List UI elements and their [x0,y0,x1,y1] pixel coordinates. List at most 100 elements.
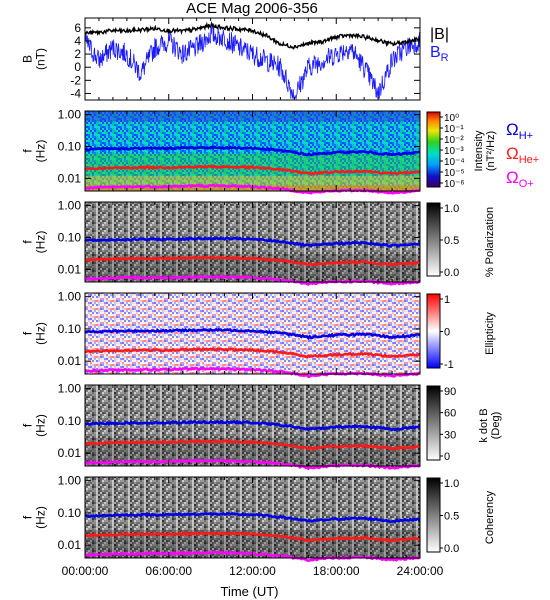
colorbar-title-line: Intensity [473,130,485,171]
colorbar-tick-label: 10⁻⁵ [444,168,465,179]
he-gyrofrequency-line [84,255,421,268]
h-gyrofrequency-line [84,419,421,432]
chart-title: ACE Mag 2006-356 [186,0,318,17]
polarization-panel-colorbar-title: % Polarization [484,207,496,277]
colorbar-tick-label: 90 [444,386,456,398]
legend-omega-h: ΩH+ [506,120,533,142]
freq-tick-label: 0.01 [58,354,82,368]
freq-tick-label: 0.10 [58,322,82,336]
br-series-line [84,25,421,100]
freq-tick-label: 0.10 [58,414,82,428]
h-gyrofrequency-line [84,511,421,524]
btotal-series-line [84,20,421,50]
colorbar-title-line: (Deg) [490,412,502,440]
b-tick-label: 2 [74,47,81,61]
y-axis-label: f (Hz) [21,231,48,254]
time-tick-label: 00:00:00 [62,564,109,578]
colorbar-tick-label: 60 [444,408,456,420]
x-axis-title: Time (UT) [220,584,278,599]
h-gyrofrequency-line [84,145,421,157]
freq-tick-label: 1.00 [58,474,82,488]
legend-omega-subscript: O+ [519,178,534,190]
colorbar-tick-label: 30 [444,429,456,441]
colorbar-title-line: % Polarization [484,207,496,277]
colorbar-tick-label: 10⁻¹ [444,124,464,135]
colorbar-tick-label: 10⁻⁶ [444,179,465,190]
colorbar-tick-label: 0 [444,451,450,463]
ellipticity-panel-colorbar [426,293,441,369]
y-axis-label-line: B [21,55,35,63]
freq-tick-label: 0.10 [58,139,82,153]
freq-tick-label: 0.10 [58,506,82,520]
y-axis-label-line: (Hz) [34,506,48,529]
b-tick-label: 6 [74,21,81,35]
coherency-panel-colorbar-title: Coherency [484,490,496,544]
colorbar-tick-label: 1 [444,294,450,306]
colorbar-title-line: Coherency [484,490,496,544]
y-axis-label-line: f [21,149,35,153]
colorbar-tick-label: 1.0 [444,203,459,215]
y-axis-label-line: f [21,423,35,427]
time-tick-label: 06:00:00 [145,564,192,578]
y-axis-label-line: f [21,331,35,335]
colorbar-tick-label: 10⁻² [444,135,464,146]
colorbar-title-line: Ellipticity [484,312,496,355]
kdotb-panel-colorbar-title: k dot B (Deg) [478,408,502,442]
h-gyrofrequency-line [84,236,421,248]
colorbar-tick-label: 0.5 [444,235,459,247]
he-gyrofrequency-line [84,439,421,451]
kdotb-panel-colorbar [426,385,441,461]
he-gyrofrequency-line [84,530,421,543]
colorbar-tick-label: 1.0 [444,478,459,490]
legend-br-subscript: R [441,52,449,64]
legend-omega-he: ΩHe+ [506,144,539,166]
colorbar-tick-label: 10⁰ [444,113,459,124]
time-tick-label: 12:00:00 [229,564,276,578]
colorbar-tick-label: 0.0 [444,543,459,555]
y-axis-label-line: f [21,240,35,244]
b-tick-label: -2 [70,73,81,87]
y-axis-label: f (Hz) [21,414,48,437]
freq-tick-label: 1.00 [58,382,82,396]
he-gyrofrequency-line [84,347,420,359]
colorbar-tick-label: 10⁻⁴ [444,157,465,168]
b-tick-label: 0 [74,60,81,74]
ellipticity-panel-colorbar-title: Ellipticity [484,312,496,355]
colorbar-tick-label: 10⁻³ [444,146,464,157]
legend-omega-subscript: H+ [519,130,533,142]
time-tick-label: 18:00:00 [313,564,360,578]
y-axis-label-line: (Hz) [34,322,48,345]
freq-tick-label: 0.01 [58,262,82,276]
legend-omega-subscript: He+ [519,154,540,166]
b-tick-label: 4 [74,34,81,48]
freq-tick-label: 0.01 [58,171,82,185]
colorbar-tick-label: 0.0 [444,267,459,279]
y-axis-label-line: f [21,515,35,519]
y-axis-label-line: (Hz) [34,231,48,254]
legend-omega-o: ΩO+ [506,168,534,190]
freq-tick-label: 0.10 [58,230,82,244]
freq-tick-label: 0.01 [58,446,82,460]
freq-tick-label: 0.01 [58,538,82,552]
polarization-panel-colorbar [426,202,441,277]
time-tick-label: 24:00:00 [397,564,444,578]
y-axis-label: f (Hz) [21,140,48,163]
b-tick-label: -4 [70,86,81,100]
colorbar-title-line: k dot B [478,408,490,442]
y-axis-label-line: (nT) [34,48,48,70]
y-axis-label-line: (Hz) [34,414,48,437]
colorbar-tick-label: 0.5 [444,511,459,523]
freq-tick-label: 1.00 [58,290,82,304]
colorbar-tick-label: -1 [444,359,454,371]
colorbar-title-line: (nT²/Hz) [485,131,497,171]
y-axis-label: f (Hz) [21,322,48,345]
freq-tick-label: 1.00 [58,199,82,213]
coherency-panel-colorbar [426,477,441,553]
freq-tick-label: 1.00 [58,108,82,122]
he-gyrofrequency-line [84,164,421,176]
y-axis-label-line: (Hz) [34,140,48,163]
y-axis-label: f (Hz) [21,506,48,529]
h-gyrofrequency-line [84,327,421,340]
colorbar-tick-label: 0 [444,327,450,339]
